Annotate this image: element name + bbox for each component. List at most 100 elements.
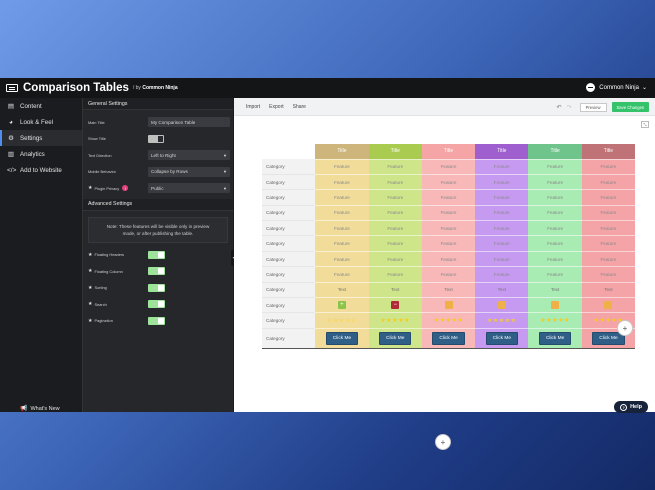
feature-cell[interactable]: Feature (528, 159, 582, 175)
click-me-button[interactable]: Click Me (538, 331, 572, 345)
feature-cell[interactable]: Feature (421, 159, 476, 175)
main-title-input[interactable]: My Comparison Table (148, 117, 230, 128)
feature-cell[interactable]: Feature (581, 189, 636, 206)
feature-cell[interactable]: Feature (475, 205, 529, 222)
feature-cell[interactable]: Feature (581, 159, 636, 175)
feature-cell[interactable]: Feature (475, 220, 529, 237)
category-cell[interactable]: Category (262, 220, 316, 237)
category-cell[interactable]: Category (262, 297, 316, 314)
click-me-button[interactable]: Click Me (379, 331, 412, 345)
sorting-toggle[interactable] (148, 283, 165, 292)
text-cell[interactable]: Text (368, 282, 422, 299)
category-cell[interactable]: Category (262, 235, 316, 252)
category-cell[interactable]: Category (262, 266, 316, 283)
category-cell[interactable]: Category (262, 328, 316, 349)
export-button[interactable]: Export (269, 103, 284, 110)
feature-cell[interactable]: Feature (421, 220, 476, 237)
feature-cell[interactable]: Feature (581, 220, 636, 237)
feature-cell[interactable]: Feature (368, 159, 422, 175)
rating-cell[interactable]: ★★★★★ (475, 312, 529, 329)
feature-cell[interactable]: Feature (528, 174, 582, 191)
feature-cell[interactable]: Feature (421, 205, 476, 222)
feature-cell[interactable]: Feature (315, 251, 369, 268)
preview-button[interactable]: Preview (579, 102, 607, 112)
feature-cell[interactable]: Feature (581, 235, 636, 252)
check-cell[interactable]: − (368, 297, 422, 314)
search-toggle[interactable] (148, 300, 165, 309)
feature-cell[interactable]: Feature (368, 205, 422, 222)
user-menu[interactable]: Common Ninja ⌄ (586, 83, 647, 92)
feature-cell[interactable]: Feature (315, 205, 369, 222)
feature-cell[interactable]: Feature (421, 266, 476, 283)
text-cell[interactable]: Text (315, 282, 369, 299)
column-title[interactable]: Title (475, 144, 529, 160)
whats-new-button[interactable]: 📢 What's New (20, 405, 60, 413)
feature-cell[interactable]: Feature (528, 235, 582, 252)
text-cell[interactable]: Text (421, 282, 476, 299)
feature-cell[interactable]: Feature (581, 266, 636, 283)
check-cell[interactable]: + (315, 297, 369, 314)
collapse-icon[interactable]: ⤡ (641, 121, 649, 128)
feature-cell[interactable]: Feature (421, 189, 476, 206)
feature-cell[interactable]: Feature (368, 251, 422, 268)
floating-headers-toggle[interactable] (148, 250, 165, 259)
category-cell[interactable]: Category (262, 312, 316, 329)
feature-cell[interactable]: Feature (421, 251, 476, 268)
text-direction-select[interactable]: Left to Right ▼ (148, 150, 230, 161)
feature-cell[interactable]: Feature (368, 266, 422, 283)
feature-cell[interactable]: Feature (528, 251, 582, 268)
nav-item-look-and-feel[interactable]: ◕ Look & Feel (0, 114, 82, 130)
rating-cell[interactable]: ★★★★★ (368, 312, 422, 329)
mobile-behavior-select[interactable]: Collapse by Rows ▼ (148, 166, 230, 177)
feature-cell[interactable]: Feature (315, 266, 369, 283)
share-button[interactable]: Share (292, 103, 306, 110)
help-button[interactable]: ? Help (614, 401, 648, 413)
column-title[interactable]: Title (581, 144, 636, 160)
feature-cell[interactable]: Feature (581, 174, 636, 191)
floating-column-toggle[interactable] (148, 267, 165, 276)
info-badge[interactable]: i (122, 185, 129, 192)
show-title-toggle[interactable] (148, 134, 164, 143)
click-me-button[interactable]: Click Me (325, 331, 359, 345)
import-button[interactable]: Import (246, 103, 261, 110)
click-me-button[interactable]: Click Me (592, 331, 625, 345)
category-cell[interactable]: Category (262, 205, 316, 222)
category-cell[interactable]: Category (262, 159, 316, 175)
check-cell[interactable] (421, 297, 476, 314)
category-cell[interactable]: Category (262, 189, 316, 206)
feature-cell[interactable]: Feature (315, 220, 369, 237)
feature-cell[interactable]: Feature (581, 251, 636, 268)
column-title[interactable]: Title (421, 144, 476, 160)
redo-icon[interactable]: ↷ (566, 104, 572, 111)
check-cell[interactable] (528, 297, 582, 314)
nav-item-add-to-website[interactable]: </> Add to Website (0, 162, 82, 178)
feature-cell[interactable]: Feature (581, 205, 636, 222)
plugin-privacy-select[interactable]: Public ▼ (148, 183, 230, 194)
feature-cell[interactable]: Feature (528, 266, 582, 283)
feature-cell[interactable]: Feature (475, 189, 529, 206)
feature-cell[interactable]: Feature (421, 174, 476, 191)
pagination-toggle[interactable] (148, 316, 165, 325)
check-cell[interactable] (581, 297, 636, 314)
feature-cell[interactable]: Feature (475, 251, 529, 268)
feature-cell[interactable]: Feature (315, 159, 369, 175)
column-title[interactable]: Title (528, 144, 582, 160)
text-cell[interactable]: Text (528, 282, 582, 299)
add-column-button[interactable]: + (617, 320, 633, 336)
click-me-button[interactable]: Click Me (485, 331, 519, 345)
feature-cell[interactable]: Feature (368, 220, 422, 237)
feature-cell[interactable]: Feature (368, 235, 422, 252)
nav-item-content[interactable]: ▤ Content (0, 98, 82, 114)
by-brand[interactable]: Common Ninja (142, 85, 178, 91)
feature-cell[interactable]: Feature (368, 189, 422, 206)
column-title[interactable]: Title (315, 144, 369, 160)
general-settings-header[interactable]: General Settings (83, 98, 233, 110)
category-cell[interactable]: Category (262, 282, 316, 299)
text-cell[interactable]: Text (581, 282, 636, 299)
rating-cell[interactable]: ★★★★★ (528, 312, 582, 329)
feature-cell[interactable]: Feature (368, 174, 422, 191)
nav-item-settings[interactable]: ⚙ Settings (0, 130, 82, 146)
feature-cell[interactable]: Feature (528, 205, 582, 222)
click-me-button[interactable]: Click Me (432, 331, 465, 345)
text-cell[interactable]: Text (475, 282, 529, 299)
